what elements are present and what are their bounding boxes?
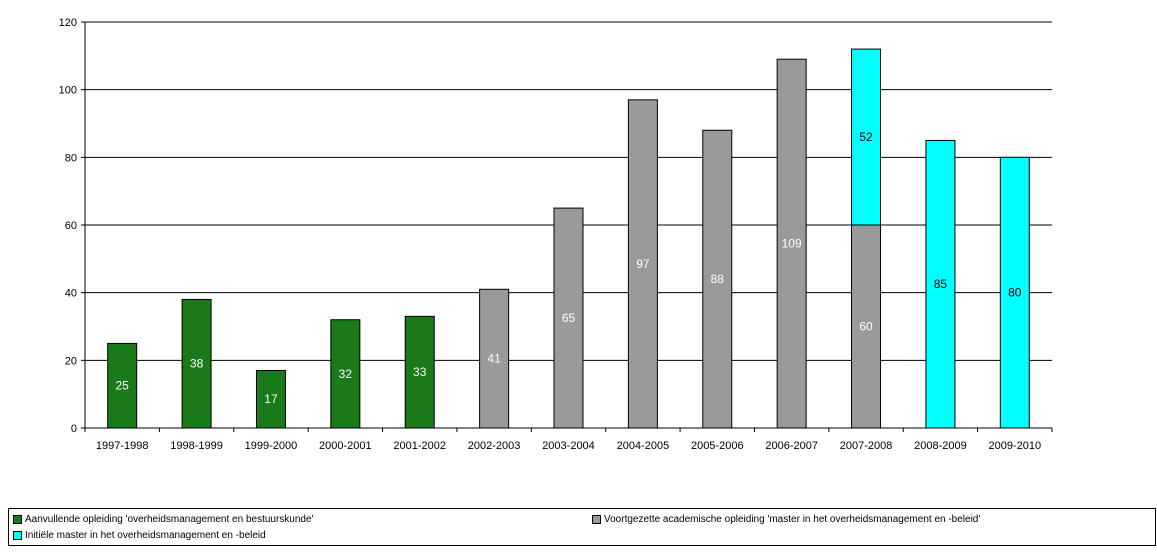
legend-item-aanvullende: Aanvullende opleiding 'overheidsmanageme… <box>13 514 313 525</box>
bar-2003-2004-series-1 <box>553 207 584 429</box>
x-tick-label-2005-2006: 2005-2006 <box>691 440 744 452</box>
data-label-1997-1998-series-0: 25 <box>116 379 130 393</box>
bar-2000-2001-series-0 <box>330 319 361 429</box>
y-tick-label-0: 0 <box>71 423 77 435</box>
x-tick-label-2004-2005: 2004-2005 <box>617 440 670 452</box>
data-label-2005-2006-series-1: 88 <box>711 272 725 286</box>
legend-swatch-initiele <box>13 531 22 540</box>
x-tick-label-2003-2004: 2003-2004 <box>542 440 595 452</box>
y-tick-label-40: 40 <box>65 288 77 300</box>
legend-label-voortgezette: Voortgezette academische opleiding 'mast… <box>604 514 981 525</box>
chart-legend: Aanvullende opleiding 'overheidsmanageme… <box>8 508 1156 546</box>
legend-label-initiele: Initiële master in het overheidsmanageme… <box>25 530 266 541</box>
bar-1997-1998-series-0 <box>107 342 138 429</box>
x-tick-label-2007-2008: 2007-2008 <box>840 440 893 452</box>
x-tick-label-2001-2002: 2001-2002 <box>393 440 446 452</box>
bar-1999-2000-series-0 <box>255 369 286 429</box>
bar-chart: 0 20 40 60 80 100 120 25 1997-1998 38 1998-1999 17 1… <box>59 17 1053 452</box>
x-tick-label-2006-2007: 2006-2007 <box>765 440 818 452</box>
legend-label-aanvullende: Aanvullende opleiding 'overheidsmanageme… <box>25 514 314 525</box>
legend-swatch-voortgezette <box>592 515 601 524</box>
data-label-1999-2000-series-0: 17 <box>264 392 278 406</box>
x-tick-label-2009-2010: 2009-2010 <box>989 440 1042 452</box>
data-label-2003-2004-series-1: 65 <box>562 311 576 325</box>
legend-item-voortgezette: Voortgezette academische opleiding 'mast… <box>592 514 980 525</box>
bar-2005-2006-series-1 <box>702 129 733 429</box>
x-tick-label-1998-1999: 1998-1999 <box>170 440 223 452</box>
y-tick-label-80: 80 <box>65 152 77 164</box>
y-tick-label-100: 100 <box>59 85 77 97</box>
data-label-2007-2008-series-2: 52 <box>859 130 873 144</box>
data-label-2001-2002-series-0: 33 <box>413 365 427 379</box>
bar-2007-2008-series-2 <box>851 48 882 226</box>
bar-2008-2009-series-2 <box>925 139 956 429</box>
bar-2001-2002-series-0 <box>404 315 435 429</box>
legend-swatch-aanvullende <box>13 515 22 524</box>
legend-item-initiele: Initiële master in het overheidsmanageme… <box>13 530 266 541</box>
bar-2004-2005-series-1 <box>627 99 658 429</box>
data-label-2006-2007-series-1: 109 <box>782 237 802 251</box>
data-label-2009-2010-series-2: 80 <box>1008 286 1022 300</box>
data-label-2007-2008-series-1: 60 <box>859 320 873 334</box>
x-tick-label-1997-1998: 1997-1998 <box>96 440 149 452</box>
x-tick-label-2002-2003: 2002-2003 <box>468 440 521 452</box>
x-tick-label-1999-2000: 1999-2000 <box>245 440 298 452</box>
x-tick-label-2008-2009: 2008-2009 <box>914 440 967 452</box>
data-label-2008-2009-series-2: 85 <box>934 277 948 291</box>
data-label-2002-2003-series-1: 41 <box>487 352 501 366</box>
y-tick-label-60: 60 <box>65 220 77 232</box>
bar-2006-2007-series-1 <box>776 58 807 429</box>
y-tick-label-20: 20 <box>65 355 77 367</box>
data-label-1998-1999-series-0: 38 <box>190 357 204 371</box>
data-label-2000-2001-series-0: 32 <box>339 367 353 381</box>
x-tick-label-2000-2001: 2000-2001 <box>319 440 372 452</box>
y-tick-label-120: 120 <box>59 17 77 29</box>
data-label-2004-2005-series-1: 97 <box>636 257 650 271</box>
